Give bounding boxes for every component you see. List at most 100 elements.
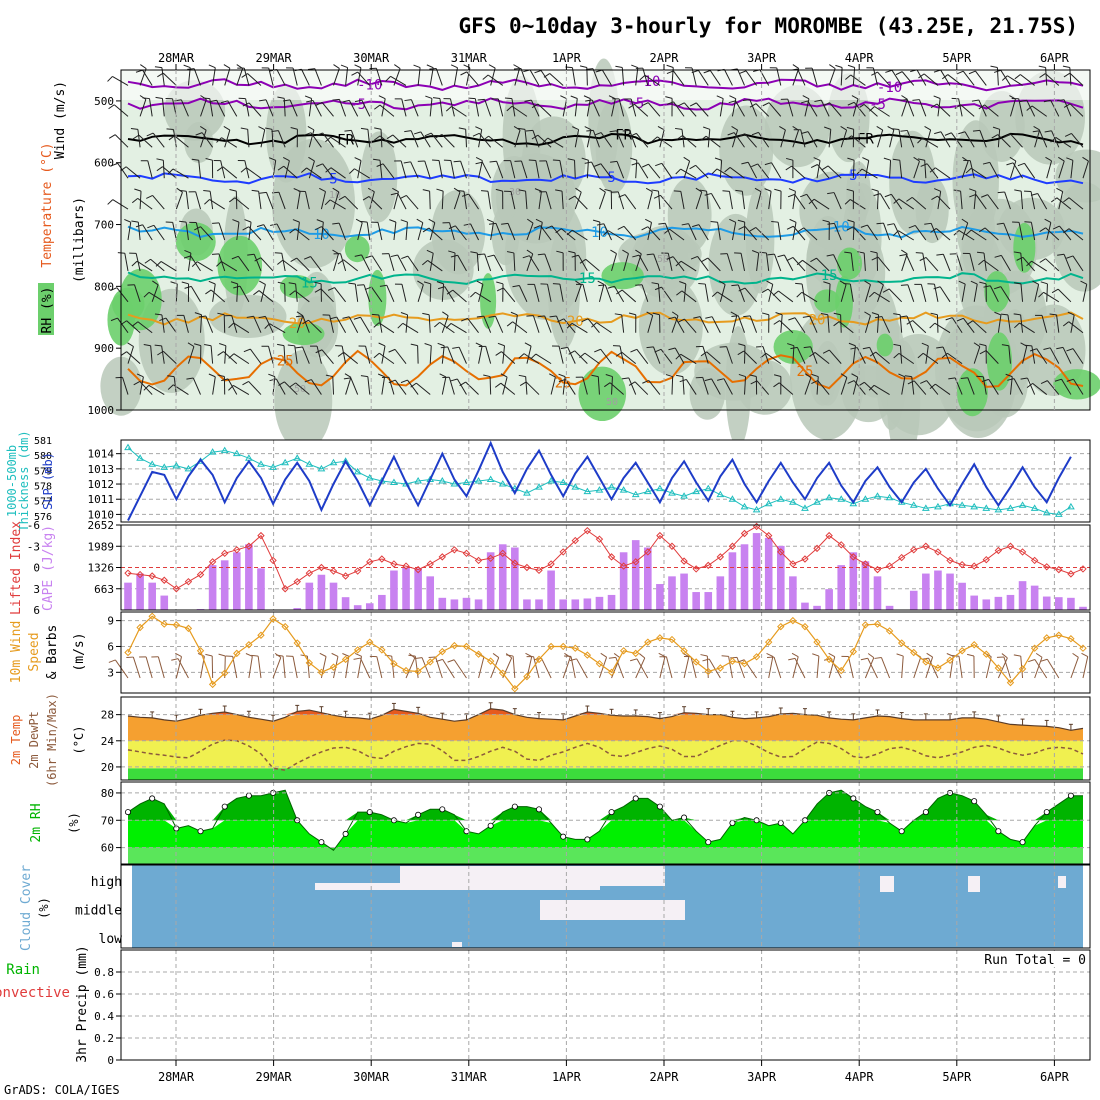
top-date-axis: 28MAR 29MAR 30MAR 31MAR 1APR 2APR 3APR 4APR 5APR… bbox=[158, 51, 1070, 70]
barb-staff bbox=[514, 129, 521, 148]
barb-staff bbox=[881, 316, 891, 333]
barb-staff bbox=[354, 283, 359, 302]
barb-feather bbox=[828, 652, 836, 658]
barb-feather bbox=[991, 134, 999, 139]
barb-staff bbox=[1003, 223, 1011, 241]
wind-barb bbox=[135, 69, 153, 86]
barb-staff bbox=[142, 69, 153, 86]
barb-staff bbox=[618, 98, 625, 117]
barb-feather bbox=[488, 315, 496, 318]
barb-feather bbox=[604, 382, 611, 388]
barb-staff bbox=[198, 160, 202, 179]
barb-feather bbox=[569, 658, 577, 662]
barb-feather bbox=[171, 658, 179, 661]
barb-staff bbox=[816, 376, 819, 395]
barb-staff bbox=[350, 130, 359, 148]
barb-staff bbox=[983, 252, 987, 271]
rh-shade-dark bbox=[1013, 222, 1036, 273]
lifted-index-point bbox=[994, 546, 1003, 555]
wind10-speed-point bbox=[486, 657, 495, 665]
barb-staff bbox=[571, 67, 576, 86]
barb-staff bbox=[237, 256, 250, 272]
barb-feather bbox=[200, 95, 207, 100]
wind10-barb bbox=[841, 655, 854, 679]
wind10-speed-point bbox=[632, 649, 640, 658]
wind-barb bbox=[314, 281, 322, 302]
barb-feather bbox=[790, 346, 798, 350]
barb-feather bbox=[332, 98, 340, 101]
barb-feather bbox=[458, 127, 466, 130]
barb-staff bbox=[660, 194, 673, 210]
barb-feather bbox=[1005, 373, 1013, 378]
wind-barb bbox=[810, 257, 830, 272]
barb-feather bbox=[191, 261, 198, 267]
wind-barb bbox=[874, 315, 891, 333]
wind-barb bbox=[666, 101, 685, 117]
barb-staff bbox=[572, 229, 588, 241]
wind-barb bbox=[1026, 260, 1048, 272]
barb-staff bbox=[405, 222, 408, 241]
barb-staff bbox=[1034, 284, 1040, 302]
barb-staff bbox=[611, 376, 613, 395]
wind-barb bbox=[966, 320, 987, 334]
barb-feather bbox=[265, 127, 273, 130]
lifted-index-point bbox=[982, 556, 990, 564]
wind-barb bbox=[193, 343, 202, 364]
wind-barb bbox=[624, 98, 637, 117]
barb-feather bbox=[788, 188, 796, 192]
barb-feather bbox=[675, 168, 682, 175]
barb-staff bbox=[175, 656, 183, 679]
barb-feather bbox=[167, 384, 174, 390]
wind10-speed-point bbox=[885, 627, 894, 635]
cape-bar bbox=[124, 582, 132, 610]
wind-barb bbox=[651, 189, 661, 210]
wind-barb bbox=[477, 98, 492, 117]
barb-staff bbox=[308, 129, 315, 148]
wind-barb bbox=[814, 99, 830, 117]
barb-feather bbox=[891, 128, 900, 130]
wind-barb bbox=[695, 187, 703, 210]
wind-barb bbox=[124, 218, 132, 241]
wind-barb bbox=[358, 345, 371, 364]
rh2-point bbox=[608, 809, 615, 816]
barb-staff bbox=[578, 255, 588, 272]
barb-staff bbox=[888, 288, 903, 303]
cape-bar bbox=[595, 596, 604, 610]
wind-barb bbox=[259, 191, 274, 210]
barb-staff bbox=[989, 162, 999, 179]
barb-staff bbox=[778, 290, 794, 303]
wind-barb bbox=[751, 250, 760, 271]
barb-feather bbox=[599, 187, 606, 193]
barb-feather bbox=[187, 68, 195, 70]
wind-barb bbox=[374, 135, 395, 148]
wind10-speed-point bbox=[873, 620, 882, 628]
wind-barb bbox=[915, 252, 927, 271]
barb-staff bbox=[598, 284, 605, 302]
barb-staff bbox=[149, 98, 153, 117]
barb-feather bbox=[327, 287, 335, 291]
slp-tick-label: 1011 bbox=[88, 493, 115, 506]
lifted-index-point bbox=[462, 549, 471, 558]
wind-barb bbox=[288, 282, 298, 302]
barb-staff bbox=[852, 376, 859, 395]
slp-thickness-panel: 5765775785795805811010101110121013101410… bbox=[5, 430, 1091, 532]
wind-barb bbox=[931, 195, 951, 210]
barb-feather bbox=[671, 311, 679, 317]
wind-barb bbox=[549, 315, 564, 333]
barb-feather bbox=[277, 96, 285, 99]
wind-barb bbox=[1045, 156, 1053, 179]
barb-staff bbox=[691, 67, 697, 86]
thickness-point bbox=[837, 495, 846, 502]
bottom-date-label: 1APR bbox=[552, 1070, 582, 1084]
lifted-index-point bbox=[680, 557, 688, 565]
barb-staff bbox=[533, 284, 540, 302]
barb-feather bbox=[1006, 162, 1014, 166]
rh-shade-mid bbox=[360, 131, 398, 223]
rh-contour-label: 30 bbox=[509, 187, 521, 198]
wind-barb bbox=[1049, 313, 1060, 333]
barb-feather bbox=[840, 373, 848, 378]
wind-barb bbox=[333, 253, 347, 272]
barb-staff bbox=[258, 191, 262, 210]
wind-barb bbox=[335, 345, 347, 364]
wind-barb bbox=[212, 222, 226, 241]
